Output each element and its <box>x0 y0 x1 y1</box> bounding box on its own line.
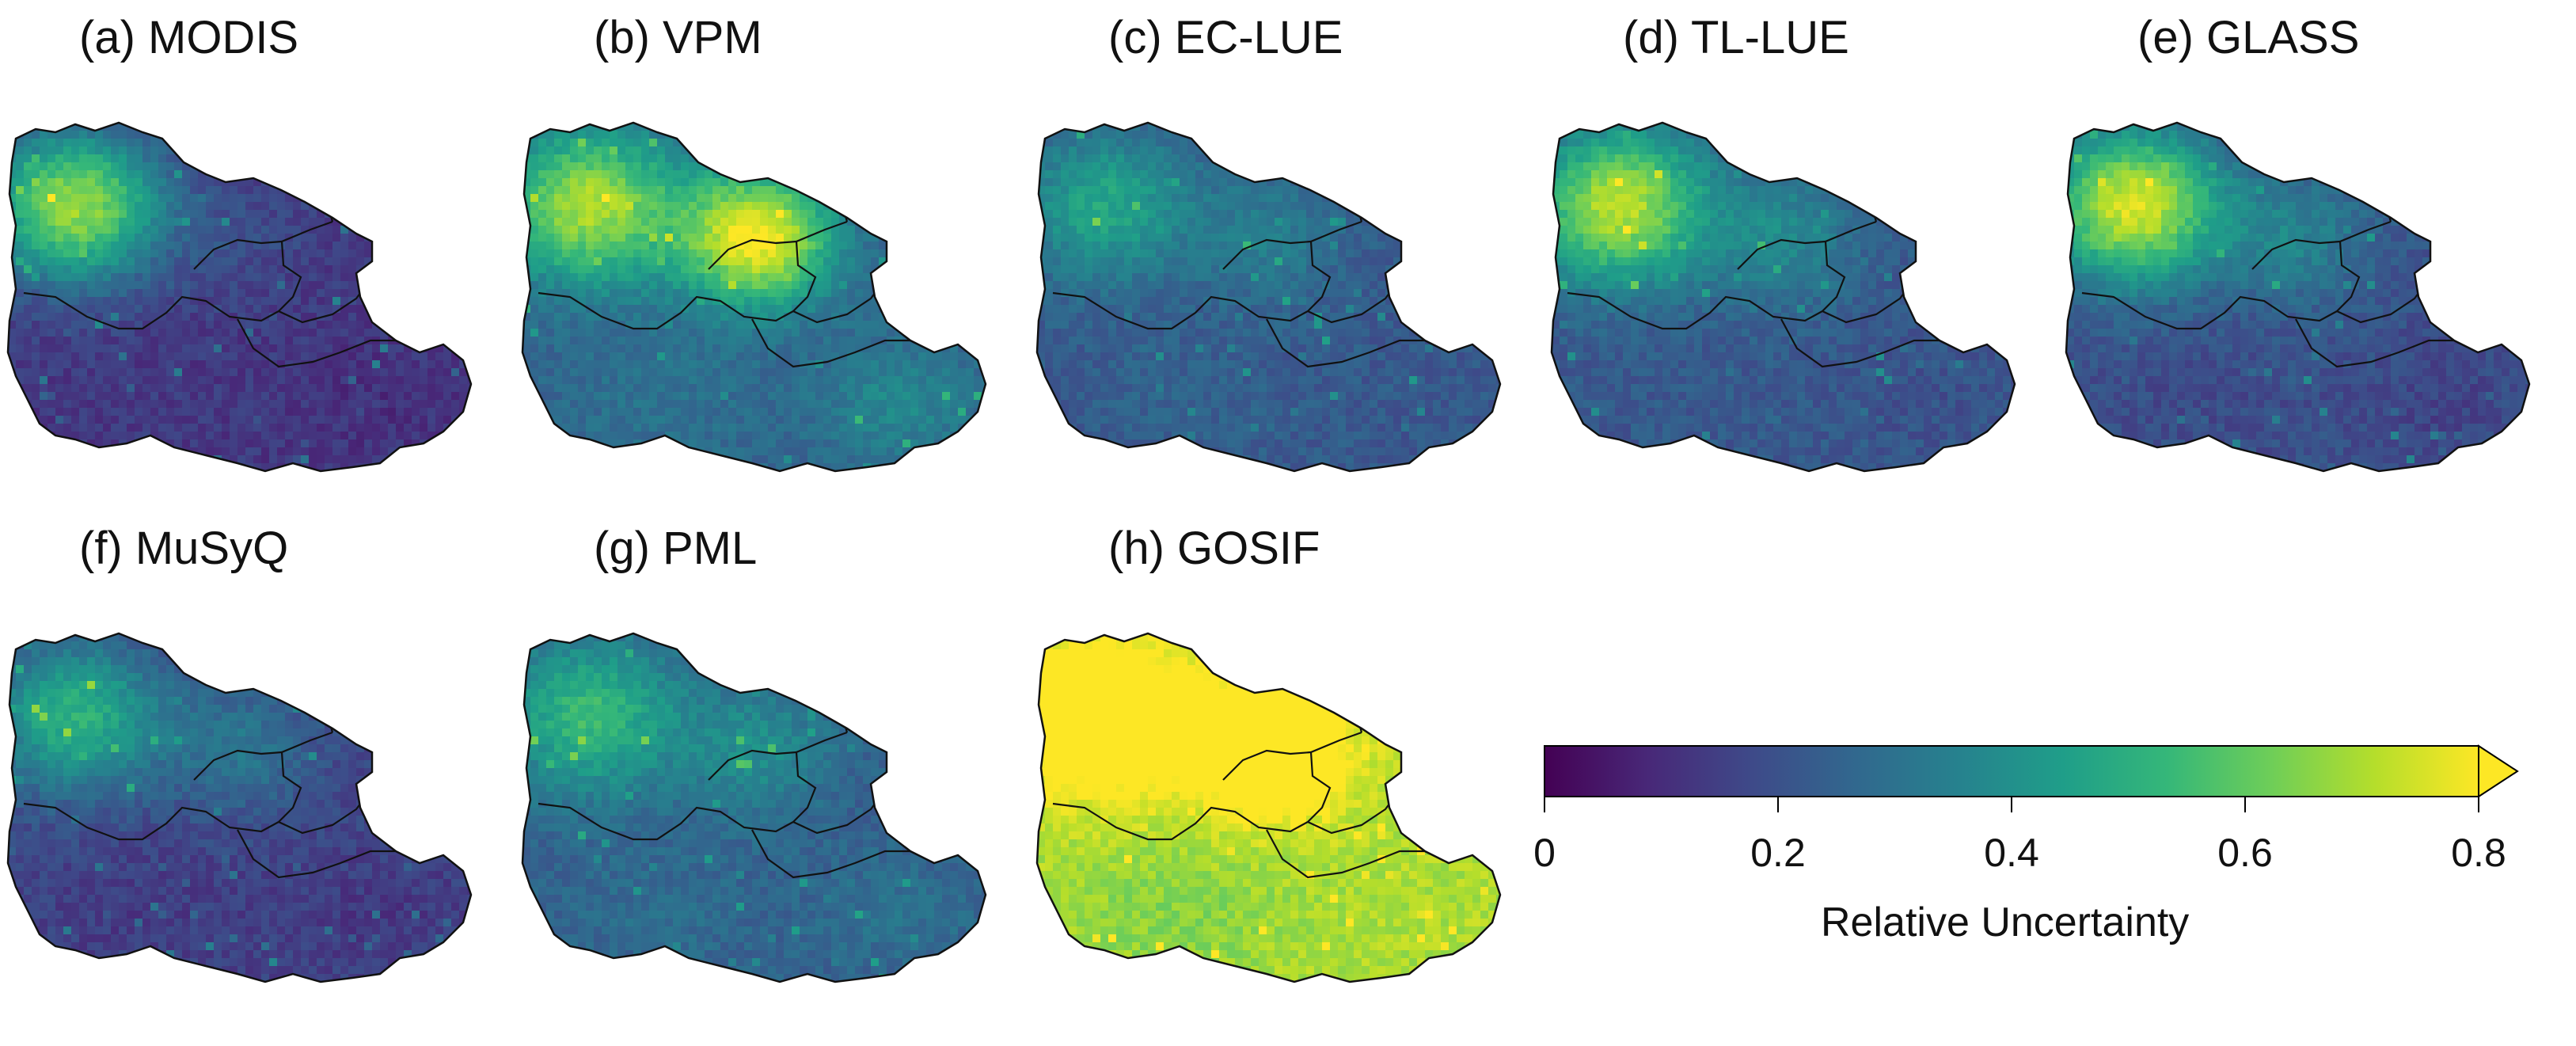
uncertainty-map-g <box>521 632 987 983</box>
colorbar-ramp <box>1544 744 2519 812</box>
map-raster-b <box>522 123 986 471</box>
uncertainty-map-f <box>6 632 473 983</box>
province-boundary <box>538 291 794 330</box>
uncertainty-map-h <box>1035 632 1502 983</box>
panel-title-d: (d) TL-LUE <box>1623 11 1849 64</box>
province-boundary <box>237 318 396 368</box>
map-panel-a: (a) MODIS <box>0 0 491 523</box>
colorbar: 0 0.2 0.4 0.6 0.8 Relative Uncertainty <box>1533 744 2565 982</box>
colorbar-extend-arrow <box>2478 744 2519 798</box>
province-boundary <box>1052 291 1309 330</box>
province-boundary <box>792 731 848 823</box>
uncertainty-map-d <box>1550 121 2016 473</box>
province-boundary <box>23 802 279 841</box>
map-raster-a <box>8 123 471 471</box>
colorbar-tick-label: 0.2 <box>1750 830 1806 876</box>
map-panel-b: (b) VPM <box>515 0 1005 523</box>
panel-title-c: (c) EC-LUE <box>1108 11 1343 64</box>
province-boundary <box>1780 318 1940 368</box>
province-boundary <box>278 731 333 823</box>
colorbar-label: Relative Uncertainty <box>1821 899 2189 946</box>
province-boundary <box>1567 291 1823 330</box>
province-boundary <box>538 802 794 841</box>
map-raster-e <box>2066 123 2529 471</box>
province-boundary <box>1737 238 1826 270</box>
panel-title-f: (f) MuSyQ <box>79 522 288 575</box>
uncertainty-map-a <box>6 121 473 473</box>
province-boundary <box>237 829 396 879</box>
region-outline <box>521 121 987 473</box>
map-panel-h: (h) GOSIF <box>1029 511 1520 1033</box>
province-boundary <box>1822 220 1877 312</box>
province-boundary <box>1052 802 1309 841</box>
province-boundary <box>1222 749 1312 781</box>
colorbar-tick-label: 0.4 <box>1984 830 2039 876</box>
region-outline <box>2065 121 2531 473</box>
province-boundary <box>1307 220 1362 312</box>
uncertainty-map-b <box>521 121 987 473</box>
region-outline <box>6 121 473 473</box>
region-outline <box>1550 121 2016 473</box>
map-panel-d: (d) TL-LUE <box>1544 0 2035 523</box>
colorbar-tick-label: 0.8 <box>2451 830 2506 876</box>
uncertainty-map-e <box>2065 121 2531 473</box>
province-boundary <box>278 220 333 312</box>
province-boundary <box>1266 318 1425 368</box>
province-boundary <box>2251 238 2341 270</box>
province-boundary <box>2295 318 2454 368</box>
province-boundary <box>23 291 279 330</box>
region-outline <box>521 632 987 983</box>
province-boundary <box>1307 731 1362 823</box>
map-panel-c: (c) EC-LUE <box>1029 0 1520 523</box>
colorbar-tick-label: 0.6 <box>2217 830 2273 876</box>
uncertainty-map-c <box>1035 121 1502 473</box>
panel-title-g: (g) PML <box>594 522 757 575</box>
province-boundary <box>792 220 848 312</box>
map-raster-f <box>8 633 471 982</box>
province-boundary <box>751 318 910 368</box>
province-boundary <box>2336 220 2392 312</box>
map-raster-g <box>522 633 986 982</box>
province-boundary <box>1266 829 1425 879</box>
province-boundary <box>1222 238 1312 270</box>
province-boundary <box>708 238 797 270</box>
province-boundary <box>193 749 283 781</box>
province-boundary <box>708 749 797 781</box>
map-raster-d <box>1552 123 2015 471</box>
map-panel-g: (g) PML <box>515 511 1005 1033</box>
province-boundary <box>193 238 283 270</box>
panel-title-a: (a) MODIS <box>79 11 298 64</box>
region-outline <box>1035 121 1502 473</box>
province-boundary <box>751 829 910 879</box>
panel-title-b: (b) VPM <box>594 11 762 64</box>
province-boundary <box>2081 291 2338 330</box>
region-outline <box>1035 632 1502 983</box>
map-panel-e: (e) GLASS <box>2058 0 2549 523</box>
colorbar-tick-label: 0 <box>1533 830 1556 876</box>
panel-title-e: (e) GLASS <box>2137 11 2359 64</box>
region-outline <box>6 632 473 983</box>
map-panel-f: (f) MuSyQ <box>0 511 491 1033</box>
panel-title-h: (h) GOSIF <box>1108 522 1320 575</box>
map-raster-h <box>1037 633 1500 982</box>
colorbar-bar <box>1544 745 2479 797</box>
map-raster-c <box>1037 123 1500 471</box>
